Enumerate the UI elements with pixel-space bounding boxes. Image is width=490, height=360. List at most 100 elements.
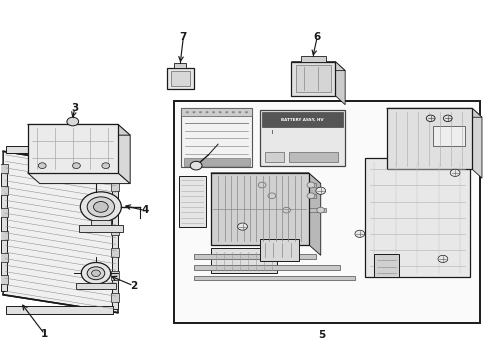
Bar — [282, 208, 326, 212]
Bar — [296, 65, 331, 92]
Circle shape — [81, 262, 111, 284]
Bar — [79, 225, 123, 232]
Circle shape — [316, 187, 326, 194]
Bar — [112, 184, 118, 309]
Bar — [194, 265, 340, 270]
Bar — [262, 112, 343, 127]
Circle shape — [92, 270, 100, 276]
Bar — [0, 253, 7, 262]
Bar — [181, 108, 252, 116]
Polygon shape — [309, 173, 321, 255]
Circle shape — [317, 207, 325, 213]
Bar — [167, 68, 194, 89]
Circle shape — [38, 163, 46, 168]
Text: 3: 3 — [72, 103, 78, 113]
Bar — [387, 108, 472, 169]
Text: 2: 2 — [130, 281, 137, 291]
Polygon shape — [211, 173, 321, 184]
Bar — [181, 108, 252, 167]
Circle shape — [355, 230, 365, 237]
Circle shape — [87, 267, 105, 280]
Polygon shape — [387, 108, 482, 117]
Bar — [91, 220, 111, 226]
Bar — [171, 71, 190, 86]
Circle shape — [225, 111, 228, 113]
Bar — [5, 306, 113, 315]
Bar — [301, 56, 326, 62]
Text: 1: 1 — [41, 329, 49, 339]
Circle shape — [438, 255, 448, 262]
Bar — [76, 283, 116, 289]
Bar — [174, 101, 480, 323]
Bar — [111, 271, 119, 280]
Circle shape — [87, 197, 115, 217]
Bar — [0, 186, 7, 195]
Bar — [292, 62, 335, 96]
Circle shape — [450, 169, 460, 176]
Circle shape — [258, 182, 266, 188]
Bar — [111, 248, 119, 257]
Polygon shape — [292, 62, 345, 71]
Circle shape — [67, 117, 78, 126]
Bar — [257, 183, 316, 187]
Bar — [267, 194, 316, 198]
Text: 4: 4 — [141, 206, 148, 216]
Bar — [0, 230, 7, 239]
Polygon shape — [335, 62, 345, 105]
Circle shape — [193, 111, 196, 113]
Circle shape — [190, 161, 202, 170]
Bar — [265, 152, 284, 162]
Bar — [111, 226, 119, 235]
Polygon shape — [3, 151, 118, 313]
Text: 7: 7 — [180, 32, 187, 41]
Circle shape — [232, 111, 235, 113]
Bar — [433, 126, 465, 146]
Bar — [194, 276, 355, 280]
Text: 5: 5 — [318, 330, 326, 340]
Bar — [174, 63, 186, 68]
Bar — [111, 204, 119, 213]
Circle shape — [238, 223, 247, 230]
Bar — [0, 166, 6, 291]
Bar — [365, 158, 470, 277]
Circle shape — [239, 111, 242, 113]
Polygon shape — [118, 125, 130, 184]
Polygon shape — [27, 125, 130, 135]
Circle shape — [199, 111, 202, 113]
Circle shape — [186, 111, 189, 113]
Bar — [179, 176, 206, 226]
Bar — [211, 248, 277, 273]
Bar — [211, 173, 309, 244]
Circle shape — [219, 111, 221, 113]
Polygon shape — [27, 173, 130, 184]
Circle shape — [245, 111, 248, 113]
Text: BATTERY ASSY, HV: BATTERY ASSY, HV — [281, 118, 324, 122]
Circle shape — [206, 111, 209, 113]
Circle shape — [268, 193, 276, 199]
Bar — [0, 275, 7, 284]
Circle shape — [73, 163, 80, 168]
Bar — [111, 182, 119, 191]
Circle shape — [283, 207, 291, 213]
Bar — [260, 239, 299, 261]
Circle shape — [443, 115, 452, 122]
Circle shape — [94, 202, 108, 212]
Circle shape — [212, 111, 215, 113]
Circle shape — [80, 192, 122, 222]
Bar — [27, 125, 118, 173]
Bar — [374, 253, 399, 277]
Bar — [0, 208, 7, 217]
Circle shape — [102, 163, 110, 168]
Bar — [0, 164, 7, 173]
Bar — [194, 254, 316, 259]
Circle shape — [307, 193, 315, 199]
Circle shape — [426, 115, 435, 122]
Bar — [5, 146, 113, 153]
Bar — [111, 293, 119, 302]
Circle shape — [307, 182, 315, 188]
Polygon shape — [472, 108, 482, 178]
Bar — [260, 110, 345, 166]
Text: 6: 6 — [314, 32, 321, 41]
Bar — [184, 158, 250, 166]
Bar — [289, 152, 338, 162]
